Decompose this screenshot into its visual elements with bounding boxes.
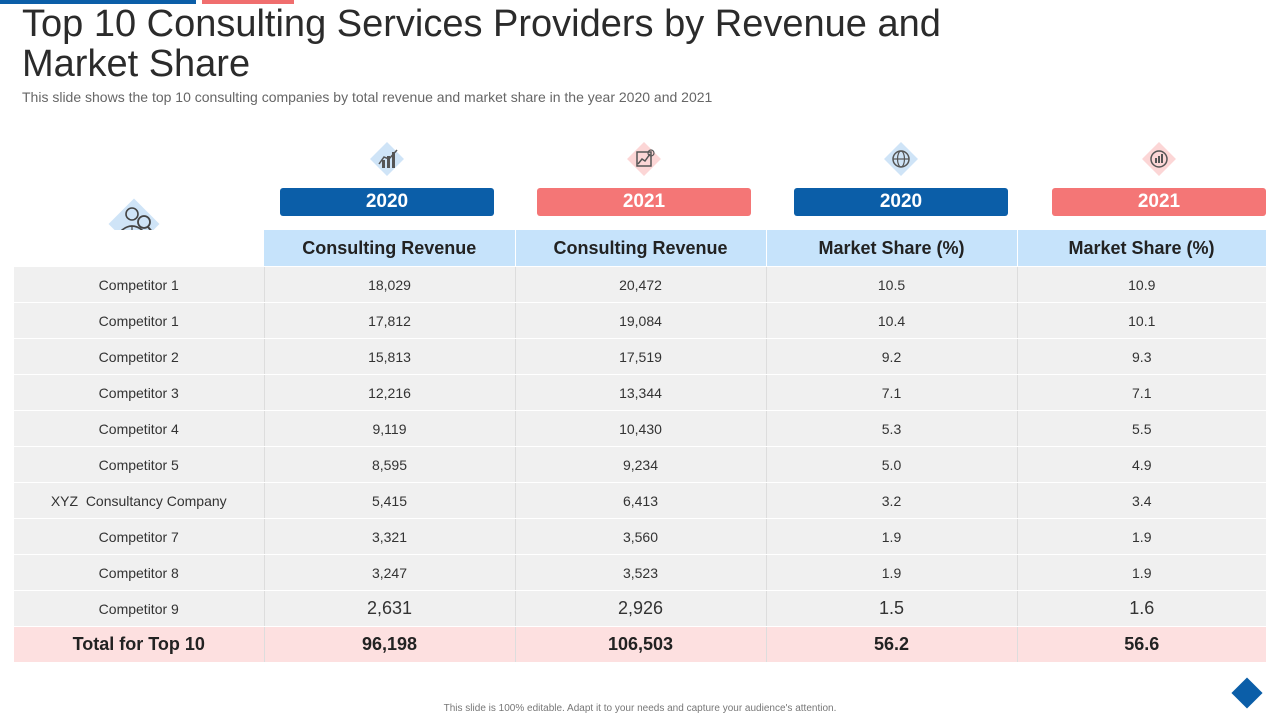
revenue-2020: 17,812 xyxy=(264,302,516,339)
header-consulting-revenue-2021: Consulting Revenue xyxy=(515,230,767,267)
company-name: Competitor 7 xyxy=(14,518,265,555)
table-row: Competitor 1 18,029 20,472 10.5 10.9 xyxy=(14,266,1266,303)
revenue-2020: 18,029 xyxy=(264,266,516,303)
share-2021: 1.9 xyxy=(1017,554,1266,591)
total-revenue-2021: 106,503 xyxy=(515,626,767,663)
total-label: Total for Top 10 xyxy=(14,626,265,663)
header-market-share-2021: Market Share (%) xyxy=(1017,230,1267,267)
revenue-2021: 6,413 xyxy=(515,482,767,519)
company-name: XYZ Consultancy Company xyxy=(14,482,265,519)
growth-chart-icon xyxy=(370,142,404,176)
revenue-2020: 9,119 xyxy=(264,410,516,447)
total-share-2020: 56.2 xyxy=(766,626,1018,663)
total-revenue-2020: 96,198 xyxy=(264,626,516,663)
table-row: Competitor 1 17,812 19,084 10.4 10.1 xyxy=(14,302,1266,339)
company-name: Competitor 5 xyxy=(14,446,265,483)
slide-footer-note: This slide is 100% editable. Adapt it to… xyxy=(443,703,837,714)
year-badge-2021-share: 2021 xyxy=(1052,188,1266,216)
share-2021: 10.9 xyxy=(1017,266,1266,303)
share-2020: 10.4 xyxy=(766,302,1018,339)
table-row: Competitor 9 2,631 2,926 1.5 1.6 xyxy=(14,590,1266,627)
table-row: Competitor 4 9,119 10,430 5.3 5.5 xyxy=(14,410,1266,447)
table-row: XYZ Consultancy Company 5,415 6,413 3.2 … xyxy=(14,482,1266,519)
revenue-2021: 2,926 xyxy=(515,590,767,627)
slide-subtitle: This slide shows the top 10 consulting c… xyxy=(22,89,713,105)
share-2020: 1.5 xyxy=(766,590,1018,627)
header-consulting-revenue-2020: Consulting Revenue xyxy=(264,230,516,267)
revenue-2020: 5,415 xyxy=(264,482,516,519)
table-row: Competitor 3 12,216 13,344 7.1 7.1 xyxy=(14,374,1266,411)
revenue-market-share-table: Consulting Revenue Consulting Revenue Ma… xyxy=(14,230,1267,663)
revenue-2020: 3,247 xyxy=(264,554,516,591)
share-2021: 4.9 xyxy=(1017,446,1266,483)
year-badge-2020-share: 2020 xyxy=(794,188,1008,216)
globe-chart-icon xyxy=(884,142,918,176)
top-accent-bar-blue xyxy=(0,0,196,4)
share-2020: 10.5 xyxy=(766,266,1018,303)
share-2021: 3.4 xyxy=(1017,482,1266,519)
company-name: Competitor 4 xyxy=(14,410,265,447)
share-2020: 1.9 xyxy=(766,554,1018,591)
total-share-2021: 56.6 xyxy=(1017,626,1266,663)
share-2021: 1.9 xyxy=(1017,518,1266,555)
revenue-2021: 9,234 xyxy=(515,446,767,483)
share-2021: 5.5 xyxy=(1017,410,1266,447)
revenue-2021: 3,560 xyxy=(515,518,767,555)
company-name: Competitor 2 xyxy=(14,338,265,375)
revenue-2021: 17,519 xyxy=(515,338,767,375)
company-name: Competitor 1 xyxy=(14,302,265,339)
share-2020: 7.1 xyxy=(766,374,1018,411)
company-name: Competitor 9 xyxy=(14,590,265,627)
revenue-2020: 8,595 xyxy=(264,446,516,483)
share-2021: 7.1 xyxy=(1017,374,1266,411)
share-2020: 3.2 xyxy=(766,482,1018,519)
header-blank-cell xyxy=(14,230,264,267)
company-name: Competitor 8 xyxy=(14,554,265,591)
revenue-2020: 12,216 xyxy=(264,374,516,411)
year-badge-2020-revenue: 2020 xyxy=(280,188,494,216)
year-badge-2021-revenue: 2021 xyxy=(537,188,751,216)
revenue-2021: 13,344 xyxy=(515,374,767,411)
share-2020: 9.2 xyxy=(766,338,1018,375)
revenue-2021: 10,430 xyxy=(515,410,767,447)
total-row: Total for Top 10 96,198 106,503 56.2 56.… xyxy=(14,626,1266,663)
revenue-2021: 19,084 xyxy=(515,302,767,339)
share-2020: 1.9 xyxy=(766,518,1018,555)
revenue-2021: 20,472 xyxy=(515,266,767,303)
money-chart-icon xyxy=(627,142,661,176)
table-row: Competitor 5 8,595 9,234 5.0 4.9 xyxy=(14,446,1266,483)
share-2021: 9.3 xyxy=(1017,338,1266,375)
header-market-share-2020: Market Share (%) xyxy=(766,230,1018,267)
top-accent-bar-red xyxy=(202,0,294,4)
company-name: Competitor 3 xyxy=(14,374,265,411)
revenue-2020: 2,631 xyxy=(264,590,516,627)
share-2021: 1.6 xyxy=(1017,590,1266,627)
share-2020: 5.0 xyxy=(766,446,1018,483)
share-2021: 10.1 xyxy=(1017,302,1266,339)
revenue-2021: 3,523 xyxy=(515,554,767,591)
table-row: Competitor 8 3,247 3,523 1.9 1.9 xyxy=(14,554,1266,591)
target-chart-icon xyxy=(1142,142,1176,176)
company-name: Competitor 1 xyxy=(14,266,265,303)
table-row: Competitor 7 3,321 3,560 1.9 1.9 xyxy=(14,518,1266,555)
revenue-2020: 3,321 xyxy=(264,518,516,555)
revenue-2020: 15,813 xyxy=(264,338,516,375)
share-2020: 5.3 xyxy=(766,410,1018,447)
slide-title: Top 10 Consulting Services Providers by … xyxy=(22,3,941,85)
table-row: Competitor 2 15,813 17,519 9.2 9.3 xyxy=(14,338,1266,375)
